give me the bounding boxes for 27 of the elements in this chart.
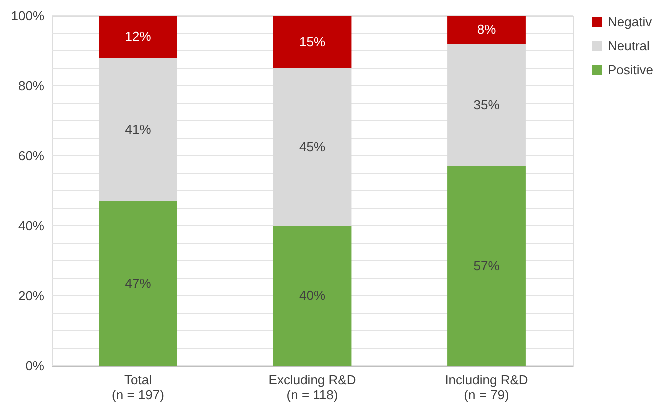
bar (99, 202, 178, 366)
data-label: 57% (474, 258, 500, 274)
data-label: 47% (125, 276, 152, 291)
x-tick-label: Excluding R&D (n = 118) (268, 372, 356, 402)
bar (273, 226, 352, 366)
data-label: 45% (299, 139, 326, 154)
y-tick-label: 40% (18, 218, 45, 234)
data-label: 41% (125, 122, 152, 137)
y-tick-label: 0% (26, 358, 45, 374)
y-tick-label: 80% (18, 78, 45, 94)
y-tick-label: 100% (11, 8, 45, 24)
y-tick-label: 60% (18, 148, 45, 164)
legend-label: Positive (608, 62, 654, 78)
bar (99, 16, 178, 58)
data-label: 40% (299, 288, 326, 303)
legend-label: Negativ (608, 14, 653, 30)
x-tick-label: Including R&D (n = 79) (445, 372, 528, 402)
bar (273, 16, 352, 68)
x-tick-label: Total (n = 197) (112, 372, 164, 402)
data-label: 35% (474, 97, 500, 112)
bar (448, 166, 526, 366)
data-label: 12% (125, 29, 152, 44)
bar (448, 16, 526, 44)
y-tick-label: 20% (18, 288, 45, 304)
data-label: 8% (477, 22, 497, 37)
legend-label: Neutral (608, 38, 650, 54)
data-label: 15% (299, 34, 326, 50)
